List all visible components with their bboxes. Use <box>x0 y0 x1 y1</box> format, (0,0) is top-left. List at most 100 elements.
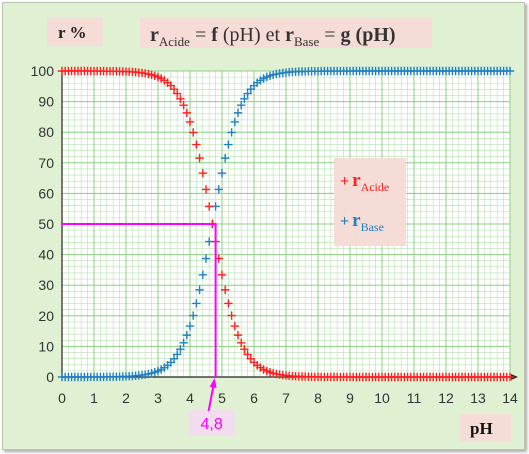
x-tick-label: 0 <box>58 390 66 406</box>
point-rbase <box>221 153 230 163</box>
x-tick-label: 10 <box>374 390 390 406</box>
xlabel-box <box>459 414 511 442</box>
point-rbase <box>185 321 195 331</box>
point-racide <box>230 321 239 331</box>
legend-base-marker: + <box>340 213 349 230</box>
point-rbase <box>505 66 515 76</box>
x-axis-label: pH <box>470 419 493 438</box>
x-tick-label: 14 <box>502 390 518 406</box>
point-racide <box>173 89 182 98</box>
y-axis-label: r % <box>58 23 87 42</box>
title-sub-acide: Acide <box>159 34 190 49</box>
legend-base: + rBase <box>340 210 384 234</box>
y-tick-label: 30 <box>38 277 54 293</box>
point-racide <box>195 153 204 163</box>
point-rbase <box>189 311 198 320</box>
point-racide <box>505 372 515 382</box>
point-racide <box>217 270 227 280</box>
annotation-arrow-shaft <box>207 384 215 412</box>
legend-box <box>334 158 406 246</box>
point-racide <box>227 311 236 320</box>
point-racide <box>243 350 252 359</box>
tick-labels: 0 1 2 3 4 5 6 7 8 9 10 11 12 13 1401020304050607080901… <box>31 63 518 406</box>
point-racide <box>176 94 185 104</box>
x-tick-label: 6 <box>250 390 258 406</box>
y-tick-label: 50 <box>38 216 54 232</box>
point-racide <box>179 101 188 110</box>
point-rbase <box>243 89 252 98</box>
point-rbase <box>192 299 201 308</box>
point-racide <box>192 140 201 149</box>
point-racide <box>237 338 246 347</box>
y-tick-label: 10 <box>38 338 54 354</box>
title-eq-1: = <box>190 24 211 46</box>
title-r-base: r <box>285 24 294 46</box>
y-tick-label: 0 <box>46 369 54 385</box>
point-racide <box>224 299 233 308</box>
major-grid <box>61 70 511 378</box>
legend-acide: + rAcide <box>340 170 389 194</box>
point-racide <box>233 331 243 340</box>
annotation-arrow-head <box>209 378 217 388</box>
x-tick-label: 4 <box>186 390 194 406</box>
y-tick-label: 60 <box>38 185 54 201</box>
title-g: g <box>341 24 351 46</box>
annotation-label: 4,8 <box>200 416 222 433</box>
y-tick-label: 100 <box>31 63 55 79</box>
point-rbase <box>217 168 227 178</box>
point-racide <box>189 128 198 137</box>
series-acide <box>57 66 515 382</box>
point-rbase <box>237 101 246 110</box>
title-eq-2: = <box>319 24 340 46</box>
title-arg-2: (pH) <box>351 24 396 46</box>
point-rbase <box>169 354 179 364</box>
chart-title: rAcide = f (pH) et rBase = g (pH) <box>150 24 396 49</box>
point-racide <box>201 185 211 194</box>
x-tick-label: 9 <box>346 390 354 406</box>
legend-acide-sub: Acide <box>361 180 390 194</box>
x-axis-arrow <box>511 374 518 380</box>
x-tick-label: 2 <box>122 390 130 406</box>
point-rbase <box>179 338 188 347</box>
x-tick-label: 12 <box>438 390 454 406</box>
y-tick-label: 20 <box>38 308 54 324</box>
y-tick-label: 90 <box>38 94 54 110</box>
point-racide <box>205 202 214 211</box>
title-arg-1: (pH) et <box>218 24 285 46</box>
point-racide <box>182 108 191 117</box>
x-tick-label: 5 <box>218 390 226 406</box>
x-tick-label: 3 <box>154 390 162 406</box>
y-tick-label: 70 <box>38 155 54 171</box>
x-tick-label: 8 <box>314 390 322 406</box>
point-rbase <box>182 331 191 340</box>
point-rbase <box>233 108 243 117</box>
title-f: f <box>211 24 218 46</box>
point-rbase <box>176 344 185 354</box>
legend-base-sub: Base <box>361 220 384 234</box>
annotation-box <box>188 410 235 436</box>
point-rbase <box>240 94 249 104</box>
point-racide <box>185 117 195 127</box>
point-racide <box>198 168 207 178</box>
point-rbase <box>227 128 236 137</box>
pka-annotation: 4,8 <box>62 223 235 436</box>
point-racide <box>169 84 179 94</box>
point-racide <box>221 285 230 295</box>
point-rbase <box>201 254 211 263</box>
point-rbase <box>195 285 204 295</box>
point-rbase <box>198 270 207 280</box>
legend-base-r: r <box>352 210 361 231</box>
point-racide <box>240 344 249 354</box>
y-tick-label: 80 <box>38 124 54 140</box>
title-box <box>140 18 432 48</box>
title-sub-base: Base <box>294 34 320 49</box>
title-r-acide: r <box>150 24 159 46</box>
x-tick-label: 11 <box>407 390 422 406</box>
point-rbase <box>214 185 223 194</box>
ylabel-box <box>47 18 103 46</box>
x-tick-label: 7 <box>282 390 290 406</box>
x-tick-label: 13 <box>470 390 486 406</box>
legend-acide-r: r <box>352 170 361 191</box>
y-tick-label: 40 <box>38 247 54 263</box>
